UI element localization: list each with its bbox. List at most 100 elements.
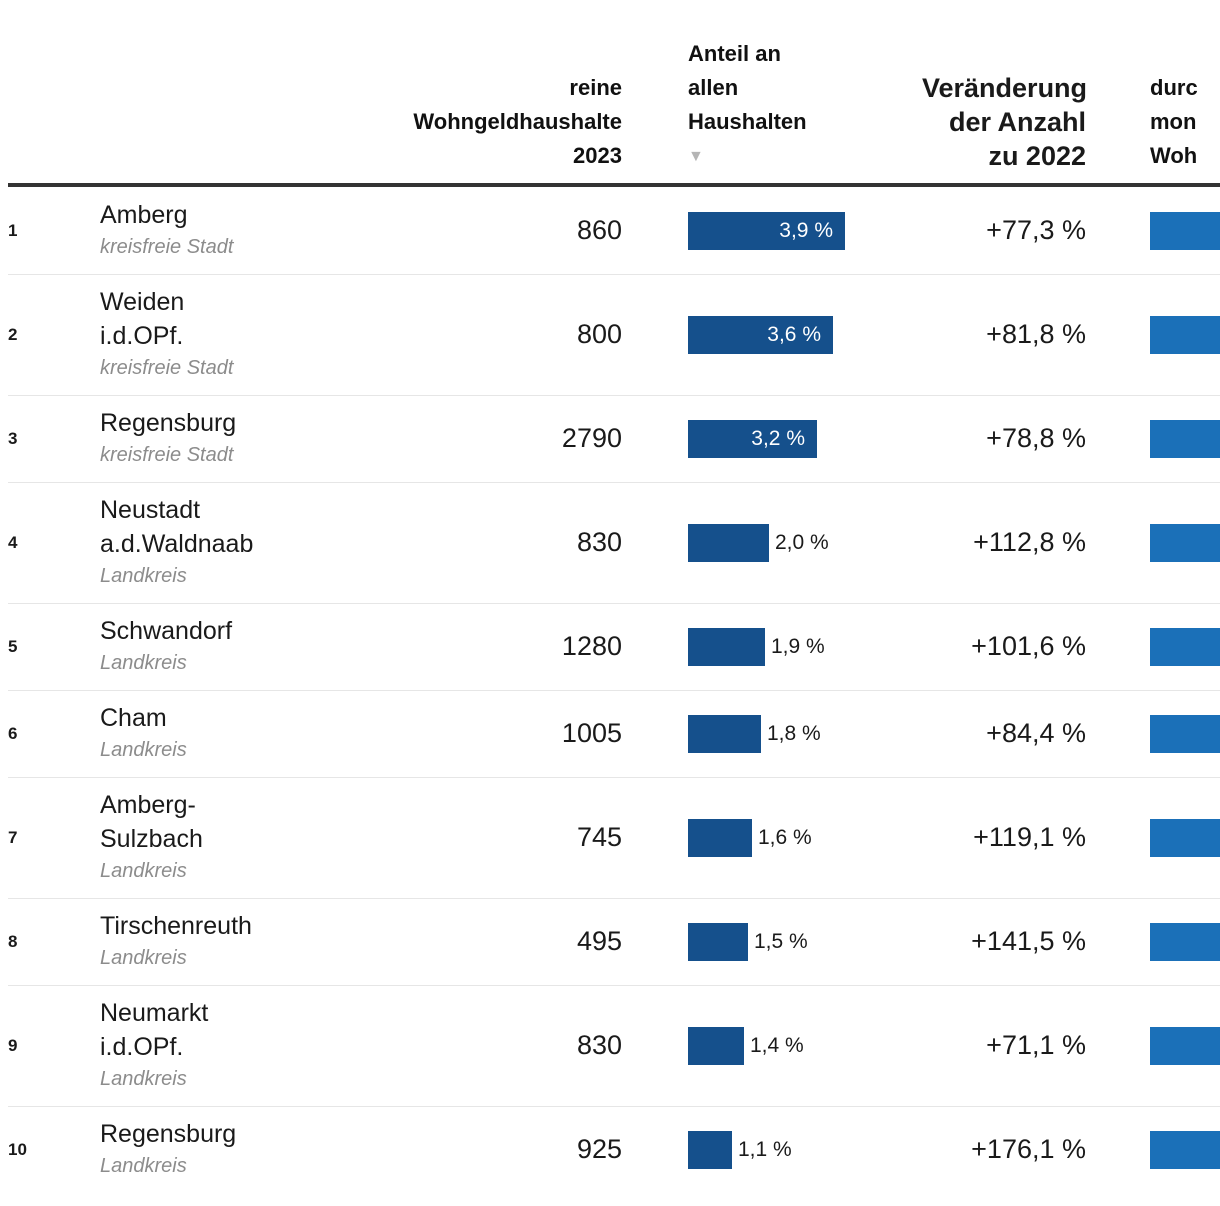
row-name-cell: Cham Landkreis xyxy=(100,701,350,766)
header-divider xyxy=(8,183,1220,187)
row-name-line: Weiden xyxy=(100,288,185,316)
row-change-value: +71,1 % xyxy=(986,1030,1086,1060)
share-bar xyxy=(688,714,761,753)
header-share-line2: allen xyxy=(688,75,739,100)
table-row: 8 Tirschenreuth Landkreis 495 1,5 % +141,5 % xyxy=(0,898,1220,985)
row-name-cell: Schwandorf Landkreis xyxy=(100,614,350,679)
table-row: 3 Regensburg kreisfreie Stadt 2790 3,2 % +78,… xyxy=(0,395,1220,482)
row-name-line: Schwandorf xyxy=(100,617,233,645)
row-avg-cell xyxy=(1086,315,1220,354)
header-change[interactable]: Veränderung der Anzahl zu 2022 xyxy=(922,71,1087,173)
row-change-value: +78,8 % xyxy=(986,423,1086,453)
table-row: 4 Neustadt a.d.Waldnaab Landkreis 830 2,0 % +1… xyxy=(0,482,1220,603)
share-bar xyxy=(688,523,769,562)
row-region-type: Landkreis xyxy=(100,1155,187,1177)
row-name: Amberg- Sulzbach xyxy=(100,788,350,856)
row-rank: 8 xyxy=(8,931,18,951)
avg-wohngeld-bar xyxy=(1150,714,1220,753)
row-name-line: Sulzbach xyxy=(100,825,203,853)
share-bar: 3,9 % xyxy=(688,211,845,250)
row-households-value: 1005 xyxy=(561,718,622,748)
header-avg-wohngeld[interactable]: durc mon Woh xyxy=(1086,71,1220,173)
row-region-type: kreisfreie Stadt xyxy=(100,236,234,258)
table-row: 7 Amberg- Sulzbach Landkreis 745 1,6 % +119,1 … xyxy=(0,777,1220,898)
row-share-cell: 3,9 % xyxy=(622,211,922,250)
avg-wohngeld-bar xyxy=(1150,627,1220,666)
share-bar-label: 1,5 % xyxy=(754,929,808,953)
share-bar-label: 3,2 % xyxy=(751,426,805,450)
share-bar xyxy=(688,922,748,961)
row-avg-cell xyxy=(1086,523,1220,562)
row-name-cell: Tirschenreuth Landkreis xyxy=(100,909,350,974)
row-change-value: +119,1 % xyxy=(973,822,1086,852)
row-name-line: Neumarkt xyxy=(100,999,209,1027)
header-households-line1: reine xyxy=(569,75,622,100)
header-avg-line1: durc xyxy=(1150,75,1198,100)
row-rank: 2 xyxy=(8,324,18,344)
avg-wohngeld-bar xyxy=(1150,818,1220,857)
row-rank: 3 xyxy=(8,428,18,448)
row-avg-cell xyxy=(1086,627,1220,666)
row-name-line: i.d.OPf. xyxy=(100,322,184,350)
header-households[interactable]: reine Wohngeldhaushalte 2023 xyxy=(350,71,622,173)
row-households-value: 2790 xyxy=(561,423,622,453)
row-share-cell: 1,4 % xyxy=(622,1026,922,1065)
row-region-type: kreisfreie Stadt xyxy=(100,444,234,466)
row-name-cell: Regensburg kreisfreie Stadt xyxy=(100,406,350,471)
row-rank: 6 xyxy=(8,723,18,743)
row-avg-cell xyxy=(1086,1130,1220,1169)
row-change-value: +77,3 % xyxy=(986,215,1086,245)
row-region-type: kreisfreie Stadt xyxy=(100,357,234,379)
share-bar-label: 3,6 % xyxy=(767,322,821,346)
row-rank: 9 xyxy=(8,1035,18,1055)
row-avg-cell xyxy=(1086,1026,1220,1065)
share-bar: 3,6 % xyxy=(688,315,833,354)
row-change-value: +176,1 % xyxy=(971,1134,1086,1164)
avg-wohngeld-bar xyxy=(1150,211,1220,250)
row-share-cell: 3,6 % xyxy=(622,315,922,354)
avg-wohngeld-bar xyxy=(1150,315,1220,354)
row-name-line: Tirschenreuth xyxy=(100,912,252,940)
row-name-line: Regensburg xyxy=(100,1120,237,1148)
share-bar-label: 2,0 % xyxy=(775,530,829,554)
row-households-value: 800 xyxy=(576,319,622,349)
sort-descending-icon[interactable]: ▼ xyxy=(688,148,704,165)
row-share-cell: 1,5 % xyxy=(622,922,922,961)
row-share-cell: 2,0 % xyxy=(622,523,922,562)
row-name-cell: Amberg kreisfreie Stadt xyxy=(100,198,350,263)
table-body: 1 Amberg kreisfreie Stadt 860 3,9 % +77,3 % 2 W… xyxy=(0,187,1220,1193)
row-share-cell: 1,6 % xyxy=(622,818,922,857)
share-bar xyxy=(688,1026,744,1065)
share-bar-label: 1,9 % xyxy=(771,634,825,658)
row-region-type: Landkreis xyxy=(100,860,187,882)
row-households-value: 830 xyxy=(576,1030,622,1060)
table-row: 9 Neumarkt i.d.OPf. Landkreis 830 1,4 % +71,1 … xyxy=(0,985,1220,1106)
header-share[interactable]: Anteil an allen Haushalten ▼ xyxy=(622,37,922,173)
row-rank: 5 xyxy=(8,636,18,656)
row-name-cell: Neustadt a.d.Waldnaab Landkreis xyxy=(100,493,350,592)
row-rank: 7 xyxy=(8,827,18,847)
row-region-type: Landkreis xyxy=(100,739,187,761)
row-change-value: +81,8 % xyxy=(986,319,1086,349)
row-rank: 10 xyxy=(8,1139,27,1159)
header-avg-line3: Woh xyxy=(1150,143,1198,168)
avg-wohngeld-bar xyxy=(1150,419,1220,458)
avg-wohngeld-bar xyxy=(1150,523,1220,562)
table-row: 5 Schwandorf Landkreis 1280 1,9 % +101,6 % xyxy=(0,603,1220,690)
row-name-cell: Neumarkt i.d.OPf. Landkreis xyxy=(100,996,350,1095)
row-name-line: Neustadt xyxy=(100,496,201,524)
share-bar: 3,2 % xyxy=(688,419,817,458)
row-avg-cell xyxy=(1086,211,1220,250)
row-avg-cell xyxy=(1086,714,1220,753)
row-households-value: 830 xyxy=(576,527,622,557)
row-region-type: Landkreis xyxy=(100,652,187,674)
share-bar-label: 3,9 % xyxy=(779,218,833,242)
row-name: Regensburg xyxy=(100,406,350,440)
row-households-value: 1280 xyxy=(561,631,622,661)
row-households-value: 495 xyxy=(576,926,622,956)
share-bar-label: 1,4 % xyxy=(750,1033,804,1057)
header-share-line1: Anteil an xyxy=(688,41,781,66)
row-rank: 1 xyxy=(8,220,18,240)
row-name: Amberg xyxy=(100,198,350,232)
row-change-value: +84,4 % xyxy=(986,718,1086,748)
